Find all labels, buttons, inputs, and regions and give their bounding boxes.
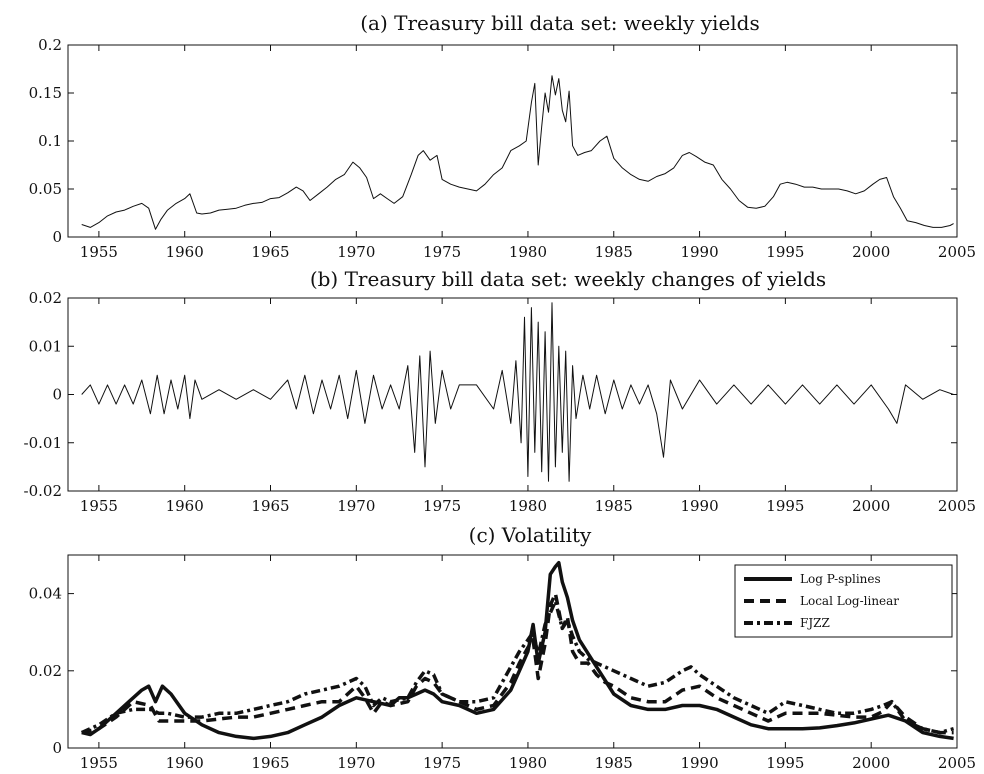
panel-c-y-tick-label: 0.02: [29, 662, 62, 680]
panel-b-y-tick-label: -0.02: [24, 482, 62, 500]
panel-b-x-tick-label: 1955: [80, 497, 118, 515]
panel-c-x-tick-label: 1985: [595, 754, 633, 772]
panel-a-x-tick-label: 1960: [166, 243, 204, 261]
panel-b-x-tick-label: 2005: [938, 497, 976, 515]
panel-c-x-tick-label: 1975: [423, 754, 461, 772]
panel-b-y-tick-label: 0: [52, 386, 62, 404]
panel-a-x-tick-label: 1975: [423, 243, 461, 261]
panel-c-y-tick-label: 0.04: [29, 585, 62, 603]
panel-b-x-tick-label: 1970: [337, 497, 375, 515]
panel-b-x-axis: 1955 1960 1965 1970 1975 1980 1985 1990 1995 2000…: [80, 298, 976, 515]
panel-b-plot-frame: [67, 297, 958, 492]
panel-a-x-tick-label: 1980: [509, 243, 547, 261]
panel-b-y-tick-label: 0.02: [29, 289, 62, 307]
panel-a-x-tick-label: 1965: [251, 243, 289, 261]
panel-b-x-tick-label: 1985: [595, 497, 633, 515]
panel-b-x-tick-label: 2000: [852, 497, 890, 515]
panel-b-x-tick-label: 1965: [251, 497, 289, 515]
panel-b-weekly-changes: (b) Treasury bill data set: weekly chang…: [24, 267, 977, 515]
panel-c-title: (c) Volatility: [469, 523, 592, 547]
panel-c-x-tick-label: 1970: [337, 754, 375, 772]
panel-b-y-tick-label: -0.01: [24, 434, 62, 452]
panel-c-line-log-p-splines: [81, 560, 954, 741]
panel-a-line-series-0: [81, 75, 954, 230]
panel-c-volatility: (c) Volatility 1955 1960 1965 1970 1975 1980 1…: [29, 523, 977, 772]
panel-b-x-tick-label: 1975: [423, 497, 461, 515]
panel-c-y-axis: 0 0.02 0.04: [29, 585, 957, 757]
panel-c-x-tick-label: 1995: [766, 754, 804, 772]
panel-a-y-tick-label: 0.1: [38, 132, 62, 150]
legend-label-log-p-splines: Log P-splines: [800, 572, 881, 586]
panel-c-x-axis: 1955 1960 1965 1970 1975 1980 1985 1990 1995 2000…: [80, 555, 976, 772]
panel-a-x-tick-label: 1985: [595, 243, 633, 261]
panel-a-weekly-yields: (a) Treasury bill data set: weekly yield…: [29, 11, 977, 261]
panel-a-x-axis: 1955 1960 1965 1970 1975 1980 1985 1990 1995 2000…: [80, 45, 976, 261]
panel-c-line-local-log-linear: [81, 591, 954, 735]
panel-c-x-tick-label: 2005: [938, 754, 976, 772]
panel-c-plot-frame: [67, 554, 958, 749]
panel-a-y-tick-label: 0: [52, 228, 62, 246]
panel-c-x-tick-label: 1990: [680, 754, 718, 772]
panel-a-y-axis: 0 0.05 0.1 0.15 0.2: [29, 36, 957, 246]
panel-a-x-tick-label: 1955: [80, 243, 118, 261]
panel-c-x-tick-label: 1965: [251, 754, 289, 772]
panel-b-title: (b) Treasury bill data set: weekly chang…: [310, 267, 826, 291]
panel-c-series: [80, 560, 955, 741]
panel-a-x-tick-label: 2000: [852, 243, 890, 261]
panel-c-x-tick-label: 1960: [166, 754, 204, 772]
panel-b-y-axis: -0.02 -0.01 0 0.01 0.02: [24, 289, 957, 500]
panel-a-x-tick-label: 1970: [337, 243, 375, 261]
panel-a-title: (a) Treasury bill data set: weekly yield…: [360, 11, 760, 35]
panel-a-x-tick-label: 2005: [938, 243, 976, 261]
panel-b-x-tick-label: 1980: [509, 497, 547, 515]
panel-c-x-tick-label: 1955: [80, 754, 118, 772]
panel-a-series: [81, 75, 954, 230]
panel-b-line-series-0: [81, 302, 954, 482]
panel-a-x-tick-label: 1995: [766, 243, 804, 261]
legend: Log P-splines Local Log-linear FJZZ: [734, 564, 953, 638]
panel-a-y-tick-label: 0.2: [38, 36, 62, 54]
panel-a-y-tick-label: 0.15: [29, 84, 62, 102]
panel-a-y-tick-label: 0.05: [29, 180, 62, 198]
panel-a-x-tick-label: 1990: [680, 243, 718, 261]
panel-c-x-tick-label: 1980: [509, 754, 547, 772]
panel-b-x-tick-label: 1990: [680, 497, 718, 515]
panel-b-y-tick-label: 0.01: [29, 337, 62, 355]
panel-c-y-tick-label: 0: [52, 739, 62, 757]
panel-b-series: [81, 302, 954, 482]
panel-b-x-tick-label: 1960: [166, 497, 204, 515]
panel-a-plot-frame: [67, 44, 958, 238]
legend-label-fjzz: FJZZ: [800, 616, 830, 630]
panel-b-x-tick-label: 1995: [766, 497, 804, 515]
legend-label-local-log-linear: Local Log-linear: [800, 594, 899, 608]
panel-c-x-tick-label: 2000: [852, 754, 890, 772]
